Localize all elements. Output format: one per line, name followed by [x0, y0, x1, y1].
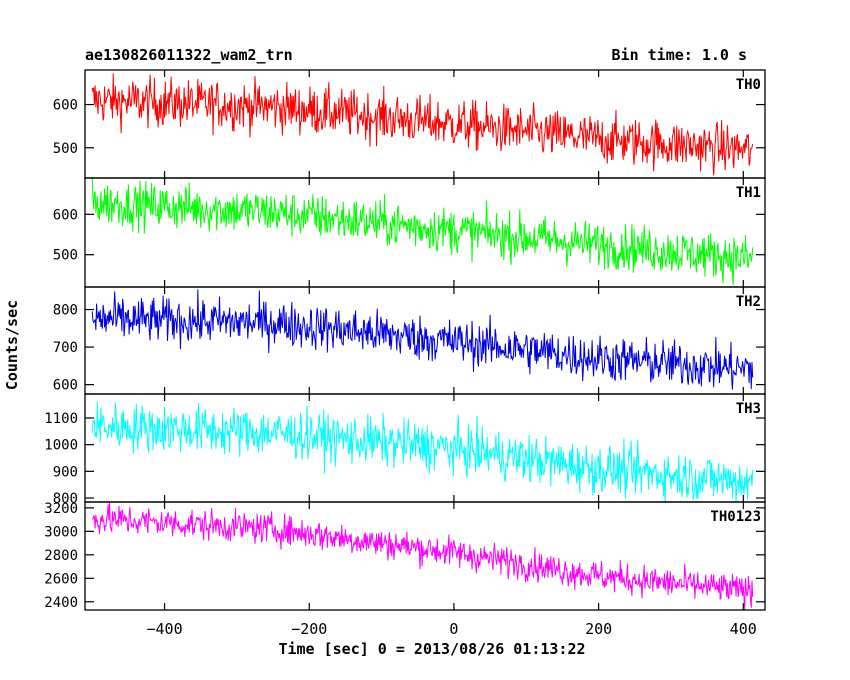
series-line-th3 [91, 401, 754, 502]
panel-label-th3: TH3 [736, 401, 761, 417]
panel-label-th2: TH2 [736, 294, 761, 310]
y-tick-label: 600 [53, 207, 78, 223]
series-line-th0 [91, 73, 754, 176]
panel-frame [84, 501, 766, 611]
x-axis-label: Time [sec] 0 = 2013/08/26 01:13:22 [278, 640, 585, 658]
x-tick-label: 0 [449, 620, 458, 638]
y-tick-label: 2800 [44, 548, 78, 564]
panel-th1: 500 600 TH1 [53, 177, 766, 288]
y-axis-label: Counts/sec [3, 300, 21, 390]
x-tick-label: 200 [585, 620, 612, 638]
series-line-th1 [91, 178, 754, 285]
panel-label-th0: TH0 [736, 77, 761, 93]
y-tick-label: 700 [53, 340, 78, 356]
y-tick-label: 3000 [44, 524, 78, 540]
y-tick-label: 500 [53, 141, 78, 157]
panel-th3: 800 900 1000 1100 TH3 [44, 393, 766, 507]
y-tick-label: 500 [53, 248, 78, 264]
y-tick-label: 900 [53, 464, 78, 480]
panel-label-th1: TH1 [736, 185, 761, 201]
y-tick-label: 1100 [44, 411, 78, 427]
panel-th2: 600 700 800 TH2 [53, 286, 766, 395]
series-line-th0123 [91, 502, 754, 610]
panel-frame [84, 69, 766, 179]
y-tick-label: 600 [53, 378, 78, 394]
y-tick-label: 2400 [44, 595, 78, 611]
panel-th0123: 2400 2600 2800 3000 3200 TH0123 [44, 501, 766, 611]
observation-id-title: ae130826011322_wam2_trn [85, 46, 293, 64]
panel-th0: 500 600 TH0 [53, 69, 766, 179]
y-tick-label: 1000 [44, 438, 78, 454]
bin-time-label: Bin time: 1.0 s [612, 46, 747, 64]
y-tick-label: 3200 [44, 501, 78, 517]
panel-group: 500 600 TH0 500 600 TH1 600 700 800 TH2 800 900 1000… [44, 69, 766, 611]
x-tick-label: 400 [730, 620, 757, 638]
series-line-th2 [91, 289, 754, 390]
x-tick-label: −400 [147, 620, 183, 638]
x-axis: −400 −200 0 200 400 [147, 620, 757, 638]
y-tick-label: 800 [53, 491, 78, 507]
panel-frame [84, 177, 766, 288]
y-tick-label: 800 [53, 303, 78, 319]
y-tick-label: 2600 [44, 571, 78, 587]
panel-label-th0123: TH0123 [710, 509, 761, 525]
x-tick-label: −200 [291, 620, 327, 638]
y-tick-label: 600 [53, 98, 78, 114]
